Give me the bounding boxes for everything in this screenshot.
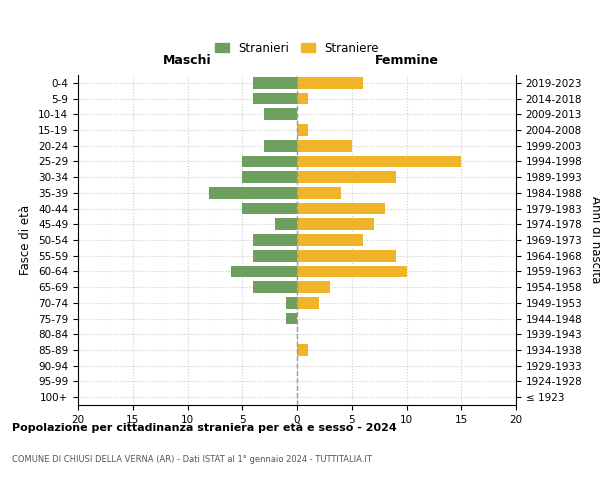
Bar [253, 92, 297, 104]
Bar [253, 77, 297, 89]
Bar [297, 92, 308, 104]
Bar [275, 218, 297, 230]
Bar [297, 250, 395, 262]
Bar [297, 202, 385, 214]
Bar [264, 108, 297, 120]
Bar [297, 266, 407, 278]
Bar [297, 281, 330, 293]
Bar [253, 281, 297, 293]
Bar [297, 234, 362, 246]
Bar [242, 202, 297, 214]
Bar [286, 312, 297, 324]
Bar [253, 250, 297, 262]
Bar [297, 77, 362, 89]
Text: Popolazione per cittadinanza straniera per età e sesso - 2024: Popolazione per cittadinanza straniera p… [12, 422, 397, 433]
Legend: Stranieri, Straniere: Stranieri, Straniere [211, 38, 383, 58]
Bar [232, 266, 297, 278]
Bar [297, 218, 374, 230]
Bar [297, 187, 341, 198]
Bar [297, 344, 308, 356]
Bar [297, 124, 308, 136]
Bar [297, 156, 461, 168]
Bar [264, 140, 297, 151]
Text: Maschi: Maschi [163, 54, 212, 66]
Y-axis label: Anni di nascita: Anni di nascita [589, 196, 600, 284]
Bar [242, 156, 297, 168]
Bar [297, 171, 395, 183]
Bar [242, 171, 297, 183]
Bar [209, 187, 297, 198]
Bar [297, 297, 319, 308]
Bar [297, 140, 352, 151]
Bar [253, 234, 297, 246]
Bar [286, 297, 297, 308]
Text: COMUNE DI CHIUSI DELLA VERNA (AR) - Dati ISTAT al 1° gennaio 2024 - TUTTITALIA.I: COMUNE DI CHIUSI DELLA VERNA (AR) - Dati… [12, 455, 372, 464]
Y-axis label: Fasce di età: Fasce di età [19, 205, 32, 275]
Text: Femmine: Femmine [374, 54, 439, 66]
